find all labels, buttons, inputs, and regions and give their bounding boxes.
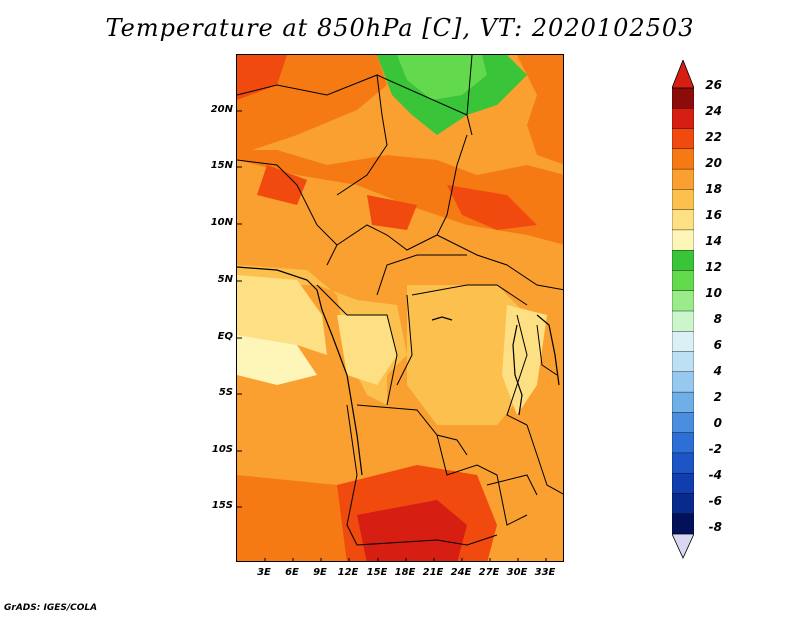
country-borders	[237, 55, 563, 546]
colorbar-label-24: 24	[705, 104, 722, 118]
colorbar-segment	[672, 148, 694, 170]
coastlines	[237, 266, 560, 476]
colorbar-label-neg6: -6	[708, 494, 722, 508]
colorbar-segment	[672, 87, 694, 109]
lon-label-30e: 30E	[506, 567, 528, 578]
colorbar-label-20: 20	[705, 156, 722, 170]
field-cool-green-10-12	[397, 55, 487, 100]
colorbar	[672, 60, 694, 559]
colorbar-segment	[672, 391, 694, 414]
lon-label-6e: 6E	[285, 567, 299, 578]
colorbar-segment	[672, 290, 694, 312]
field-sahel-hot-west	[257, 165, 307, 205]
field-south-26-plus	[357, 500, 467, 561]
lon-label-18e: 18E	[394, 567, 416, 578]
colorbar-segments	[672, 87, 694, 535]
field-coast-16-18	[237, 275, 327, 355]
field-ocean-14-16	[237, 335, 317, 385]
lon-label-33e: 33E	[534, 567, 556, 578]
field-congo-18-20	[407, 285, 527, 425]
field-gabon-16-18	[337, 315, 397, 385]
lat-label-15n: 15N	[210, 160, 233, 171]
lat-label-20n: 20N	[210, 104, 233, 115]
colorbar-label-18: 18	[705, 182, 722, 196]
colorbar-bottom-arrow	[672, 533, 694, 559]
colorbar-label-2: 2	[713, 390, 722, 404]
colorbar-segment	[672, 168, 694, 191]
colorbar-label-22: 22	[705, 130, 722, 144]
colorbar-label-10: 10	[705, 286, 722, 300]
lon-label-12e: 12E	[337, 567, 359, 578]
lat-label-10n: 10N	[210, 217, 233, 228]
colorbar-top-arrow	[672, 60, 694, 89]
colorbar-label-4: 4	[713, 364, 722, 378]
frame-ticks	[237, 110, 547, 561]
lat-label-eq: EQ	[217, 331, 233, 342]
colorbar-segment	[672, 412, 694, 434]
colorbar-label-14: 14	[705, 234, 722, 248]
colorbar-segment	[672, 270, 694, 292]
lon-label-21e: 21E	[422, 567, 444, 578]
lat-label-10s: 10S	[211, 444, 233, 455]
field-sahel-hot-east	[447, 185, 537, 230]
colorbar-label-neg4: -4	[708, 468, 722, 482]
colorbar-segment	[672, 331, 694, 353]
colorbar-segment	[672, 371, 694, 393]
lon-label-27e: 27E	[478, 567, 500, 578]
colorbar-segment	[672, 472, 694, 495]
colorbar-label-0: 0	[713, 416, 722, 430]
temperature-map	[236, 54, 564, 562]
colorbar-label-8: 8	[713, 312, 722, 326]
field-sahel-hot-central	[367, 195, 417, 230]
colorbar-segment	[672, 229, 694, 251]
colorbar-segment	[672, 310, 694, 332]
colorbar-label-26: 26	[705, 78, 722, 92]
colorbar-segment	[672, 249, 694, 272]
colorbar-label-16: 16	[705, 208, 722, 222]
lon-label-24e: 24E	[450, 567, 472, 578]
colorbar-segment	[672, 513, 694, 535]
lat-label-15s: 15S	[211, 500, 233, 511]
temperature-field	[237, 55, 563, 561]
field-north-east-22-24	[517, 55, 563, 165]
map-title: Temperature at 850hPa [C], VT: 202010250…	[105, 14, 695, 42]
colorbar-label-12: 12	[705, 260, 722, 274]
colorbar-segment	[672, 189, 694, 211]
field-south-west-22-24	[237, 475, 347, 561]
field-east-highlands	[502, 305, 547, 415]
colorbar-segment	[672, 128, 694, 150]
colorbar-label-6: 6	[713, 338, 722, 352]
lat-label-5n: 5N	[217, 274, 233, 285]
lat-label-5s: 5S	[218, 387, 233, 398]
colorbar-segment	[672, 209, 694, 231]
colorbar-segment	[672, 493, 694, 515]
colorbar-segment	[672, 108, 694, 130]
field-north-west-24-26	[237, 55, 287, 100]
colorbar-label-neg2: -2	[708, 442, 722, 456]
colorbar-segment	[672, 452, 694, 474]
lon-label-3e: 3E	[257, 567, 271, 578]
colorbar-segment	[672, 432, 694, 454]
grads-credit: GrADS: IGES/COLA	[4, 603, 98, 613]
colorbar-segment	[672, 351, 694, 373]
lon-label-9e: 9E	[313, 567, 327, 578]
lon-label-15e: 15E	[366, 567, 388, 578]
colorbar-label-neg8: -8	[708, 520, 722, 534]
